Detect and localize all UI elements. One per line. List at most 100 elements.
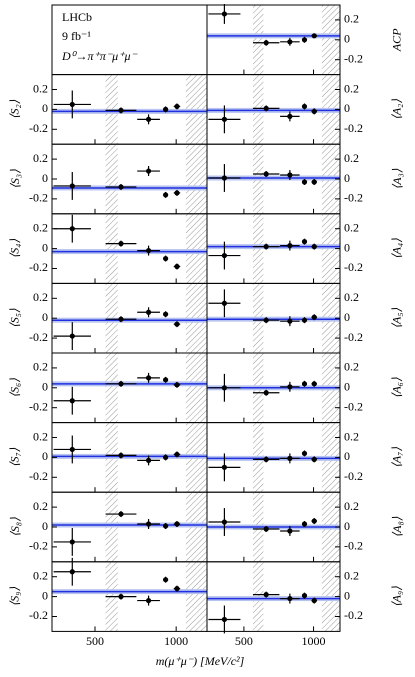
y-tick-label: 0.2 (344, 220, 359, 234)
x-tick-label: 500 (86, 634, 104, 648)
data-point (263, 317, 269, 323)
y-tick-label: 0 (42, 310, 48, 324)
data-point (301, 103, 308, 110)
y-tick-label: 0 (42, 240, 48, 254)
y-tick-label: 0.2 (33, 220, 48, 234)
data-point (221, 385, 228, 391)
data-point (69, 333, 75, 339)
data-point (221, 252, 228, 259)
excluded-region (185, 561, 207, 632)
panel-frame (51, 213, 208, 284)
data-point (311, 244, 317, 250)
data-point (174, 103, 180, 110)
data-point (301, 593, 308, 599)
data-point (311, 518, 317, 524)
data-point (118, 184, 124, 190)
data-point (287, 113, 293, 119)
data-point (163, 106, 169, 112)
data-point (221, 300, 228, 306)
y-axis-label: ⟨A₇⟩ (390, 447, 404, 468)
data-point (311, 108, 317, 114)
data-point (301, 521, 308, 527)
y-axis-label: ACP (390, 28, 404, 52)
y-tick-label: 0 (42, 171, 48, 185)
excluded-region (105, 144, 118, 214)
y-axis-label: ⟨S₄⟩ (8, 239, 22, 259)
y-tick-label: 0.2 (344, 12, 359, 26)
panel-frame (206, 4, 341, 76)
data-point (174, 451, 180, 458)
data-point (263, 244, 269, 250)
data-point (287, 384, 293, 390)
data-point (221, 464, 228, 470)
data-point (69, 569, 75, 575)
excluded-region (185, 353, 207, 423)
y-tick-label: -0.2 (29, 469, 48, 483)
x-tick-label: 500 (235, 634, 253, 648)
y-tick-label: -0.2 (344, 330, 363, 344)
y-tick-label: 0 (344, 101, 350, 115)
data-point (163, 377, 169, 383)
panel-frame (51, 143, 208, 215)
y-tick-label: 0 (42, 588, 48, 602)
data-point (287, 172, 293, 178)
data-point (174, 586, 180, 592)
y-tick-label: 0 (42, 519, 48, 533)
data-point (69, 101, 75, 108)
y-axis-label: ⟨A₅⟩ (390, 307, 404, 328)
y-axis-label: ⟨S₅⟩ (8, 308, 22, 328)
data-point (221, 616, 228, 623)
panel-frame (51, 352, 208, 424)
y-tick-label: 0 (344, 380, 350, 394)
y-tick-label: 0.2 (33, 151, 48, 165)
data-point (145, 375, 152, 381)
y-tick-label: -0.2 (29, 399, 48, 413)
data-point (311, 33, 317, 39)
y-tick-label: 0.2 (344, 429, 359, 443)
data-point (221, 519, 228, 525)
data-point (301, 37, 308, 43)
legend-decay: D⁰→π⁺π⁻μ⁺μ⁻ (61, 49, 139, 63)
data-point (69, 446, 75, 453)
y-tick-label: 0.2 (344, 499, 359, 513)
y-axis-label: ⟨A₂⟩ (390, 99, 404, 120)
y-tick-label: 0 (344, 32, 350, 46)
data-point (263, 40, 269, 46)
y-axis-label: ⟨S₉⟩ (8, 587, 22, 607)
y-axis-label: ⟨A₆⟩ (390, 377, 404, 398)
x-tick-label: 1000 (302, 634, 326, 648)
y-axis-label: ⟨S₇⟩ (8, 447, 22, 467)
data-point (263, 390, 269, 396)
y-tick-label: -0.2 (29, 121, 48, 135)
data-point (311, 179, 317, 185)
y-tick-label: 0.2 (344, 151, 359, 165)
data-point (163, 523, 169, 529)
data-point (145, 116, 152, 122)
data-point (263, 456, 269, 462)
data-point (69, 539, 75, 545)
data-point (163, 192, 169, 198)
data-point (221, 11, 228, 17)
data-point (118, 381, 124, 387)
y-tick-label: 0 (344, 310, 350, 324)
y-tick-label: -0.2 (29, 330, 48, 344)
y-axis-label: ⟨A₉⟩ (390, 586, 404, 607)
data-point (174, 321, 180, 327)
y-axis-label: ⟨S₈⟩ (8, 517, 22, 537)
data-point (69, 398, 75, 404)
data-point (301, 317, 308, 323)
y-tick-label: 0.2 (33, 81, 48, 95)
y-tick-label: -0.2 (344, 469, 363, 483)
data-point (163, 577, 169, 583)
data-point (301, 179, 308, 185)
excluded-region (252, 5, 264, 75)
y-axis-label: ⟨A₃⟩ (390, 168, 404, 189)
data-point (163, 255, 169, 262)
y-tick-label: 0 (42, 380, 48, 394)
y-tick-label: 0 (344, 240, 350, 254)
data-point (263, 105, 269, 112)
excluded-region (185, 144, 207, 214)
excluded-region (185, 213, 207, 284)
